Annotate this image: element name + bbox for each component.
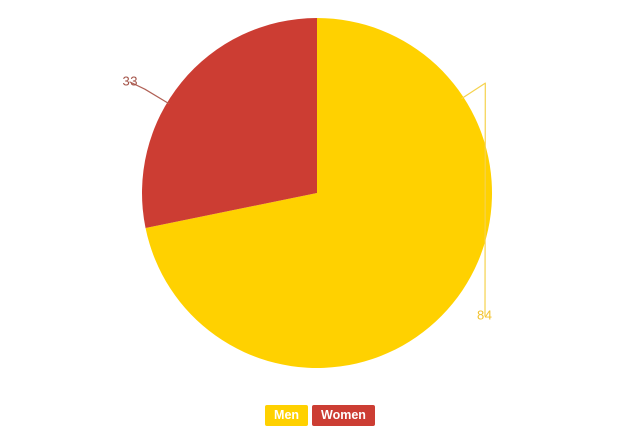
data-label-men: 84: [477, 307, 492, 322]
legend-item-men[interactable]: Men: [265, 405, 309, 426]
pie-slice-men[interactable]: [145, 18, 493, 369]
data-label-women: 33: [123, 73, 138, 88]
legend-item-women[interactable]: Women: [312, 405, 375, 426]
leader-line-women: [129, 81, 170, 105]
leader-line-men: [461, 82, 486, 317]
pie-slice-women[interactable]: [142, 18, 317, 228]
chart-legend: Men Women: [0, 405, 640, 426]
